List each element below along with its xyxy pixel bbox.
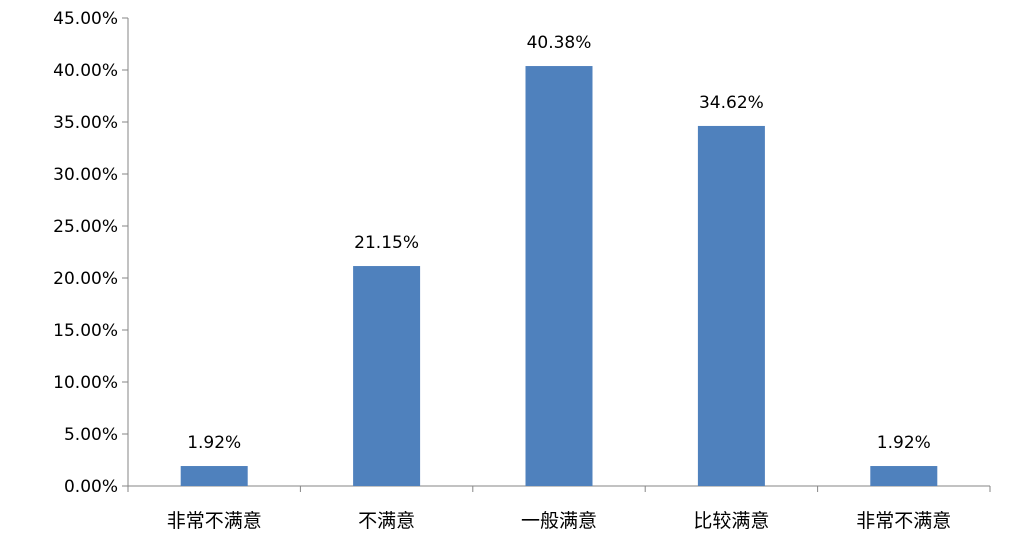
data-labels: 1.92% 21.15% 40.38% 34.62% 1.92% [187,33,931,453]
bars [180,66,938,487]
y-tick-label: 45.00% [53,9,118,29]
y-tick-label: 25.00% [53,217,118,237]
x-tick-label: 非常不满意 [167,510,262,532]
data-label: 34.62% [699,93,764,113]
x-tick-label: 非常不满意 [856,510,951,532]
y-tick-label: 10.00% [53,373,118,393]
bar [870,466,938,486]
bar [180,466,248,486]
y-tick-label: 0.00% [64,477,118,497]
bar [525,66,593,486]
y-tick-label: 5.00% [64,425,118,445]
y-axis: 0.00% 5.00% 10.00% 15.00% 20.00% 25.00% 30.00%… [53,9,129,497]
data-label: 1.92% [187,433,241,453]
y-tick-label: 15.00% [53,321,118,341]
data-label: 40.38% [527,33,592,53]
y-tick-label: 30.00% [53,165,118,185]
data-label: 21.15% [354,233,419,253]
y-tick-label: 40.00% [53,61,118,81]
x-tick-label: 一般满意 [521,510,597,532]
data-label: 1.92% [877,433,931,453]
x-tick-label: 不满意 [358,510,415,532]
bar [353,266,421,486]
y-tick-label: 20.00% [53,269,118,289]
y-tick-label: 35.00% [53,113,118,133]
x-axis: 非常不满意 不满意 一般满意 比较满意 非常不满意 [127,485,991,532]
bar [697,125,765,487]
x-tick-label: 比较满意 [693,510,769,532]
